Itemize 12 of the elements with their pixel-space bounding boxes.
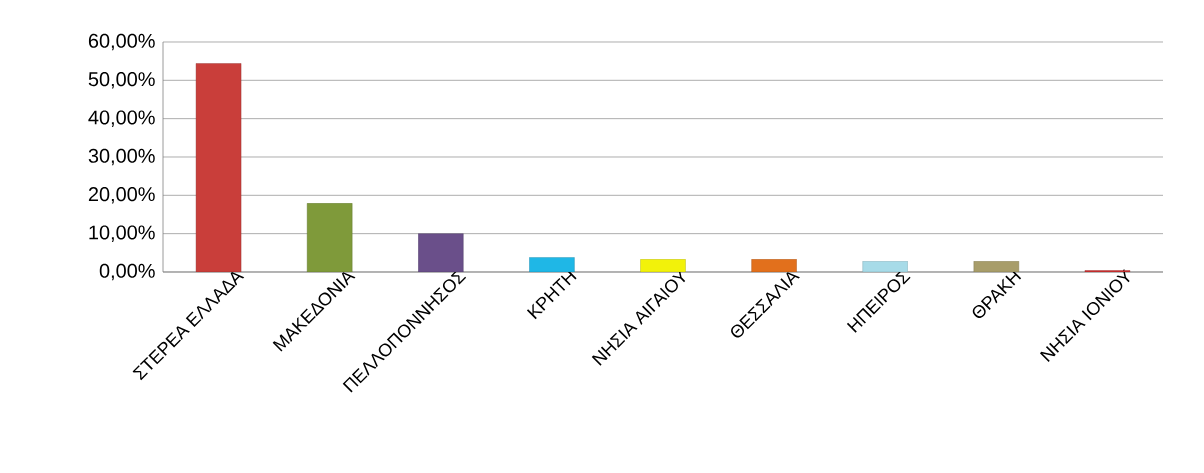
bar bbox=[862, 261, 908, 272]
y-tick-label: 10,00% bbox=[89, 225, 155, 242]
bar bbox=[640, 259, 686, 272]
y-tick-label: 50,00% bbox=[88, 72, 155, 89]
y-tick-label: 60,00% bbox=[88, 33, 155, 51]
y-tick-label: 20,00% bbox=[88, 187, 155, 204]
bar bbox=[529, 257, 575, 272]
bar bbox=[751, 259, 797, 272]
y-tick-label: 0,00% bbox=[99, 263, 155, 281]
y-tick-label: 40,00% bbox=[88, 110, 155, 127]
bar bbox=[418, 233, 464, 272]
y-tick-label: 30,00% bbox=[88, 148, 155, 166]
